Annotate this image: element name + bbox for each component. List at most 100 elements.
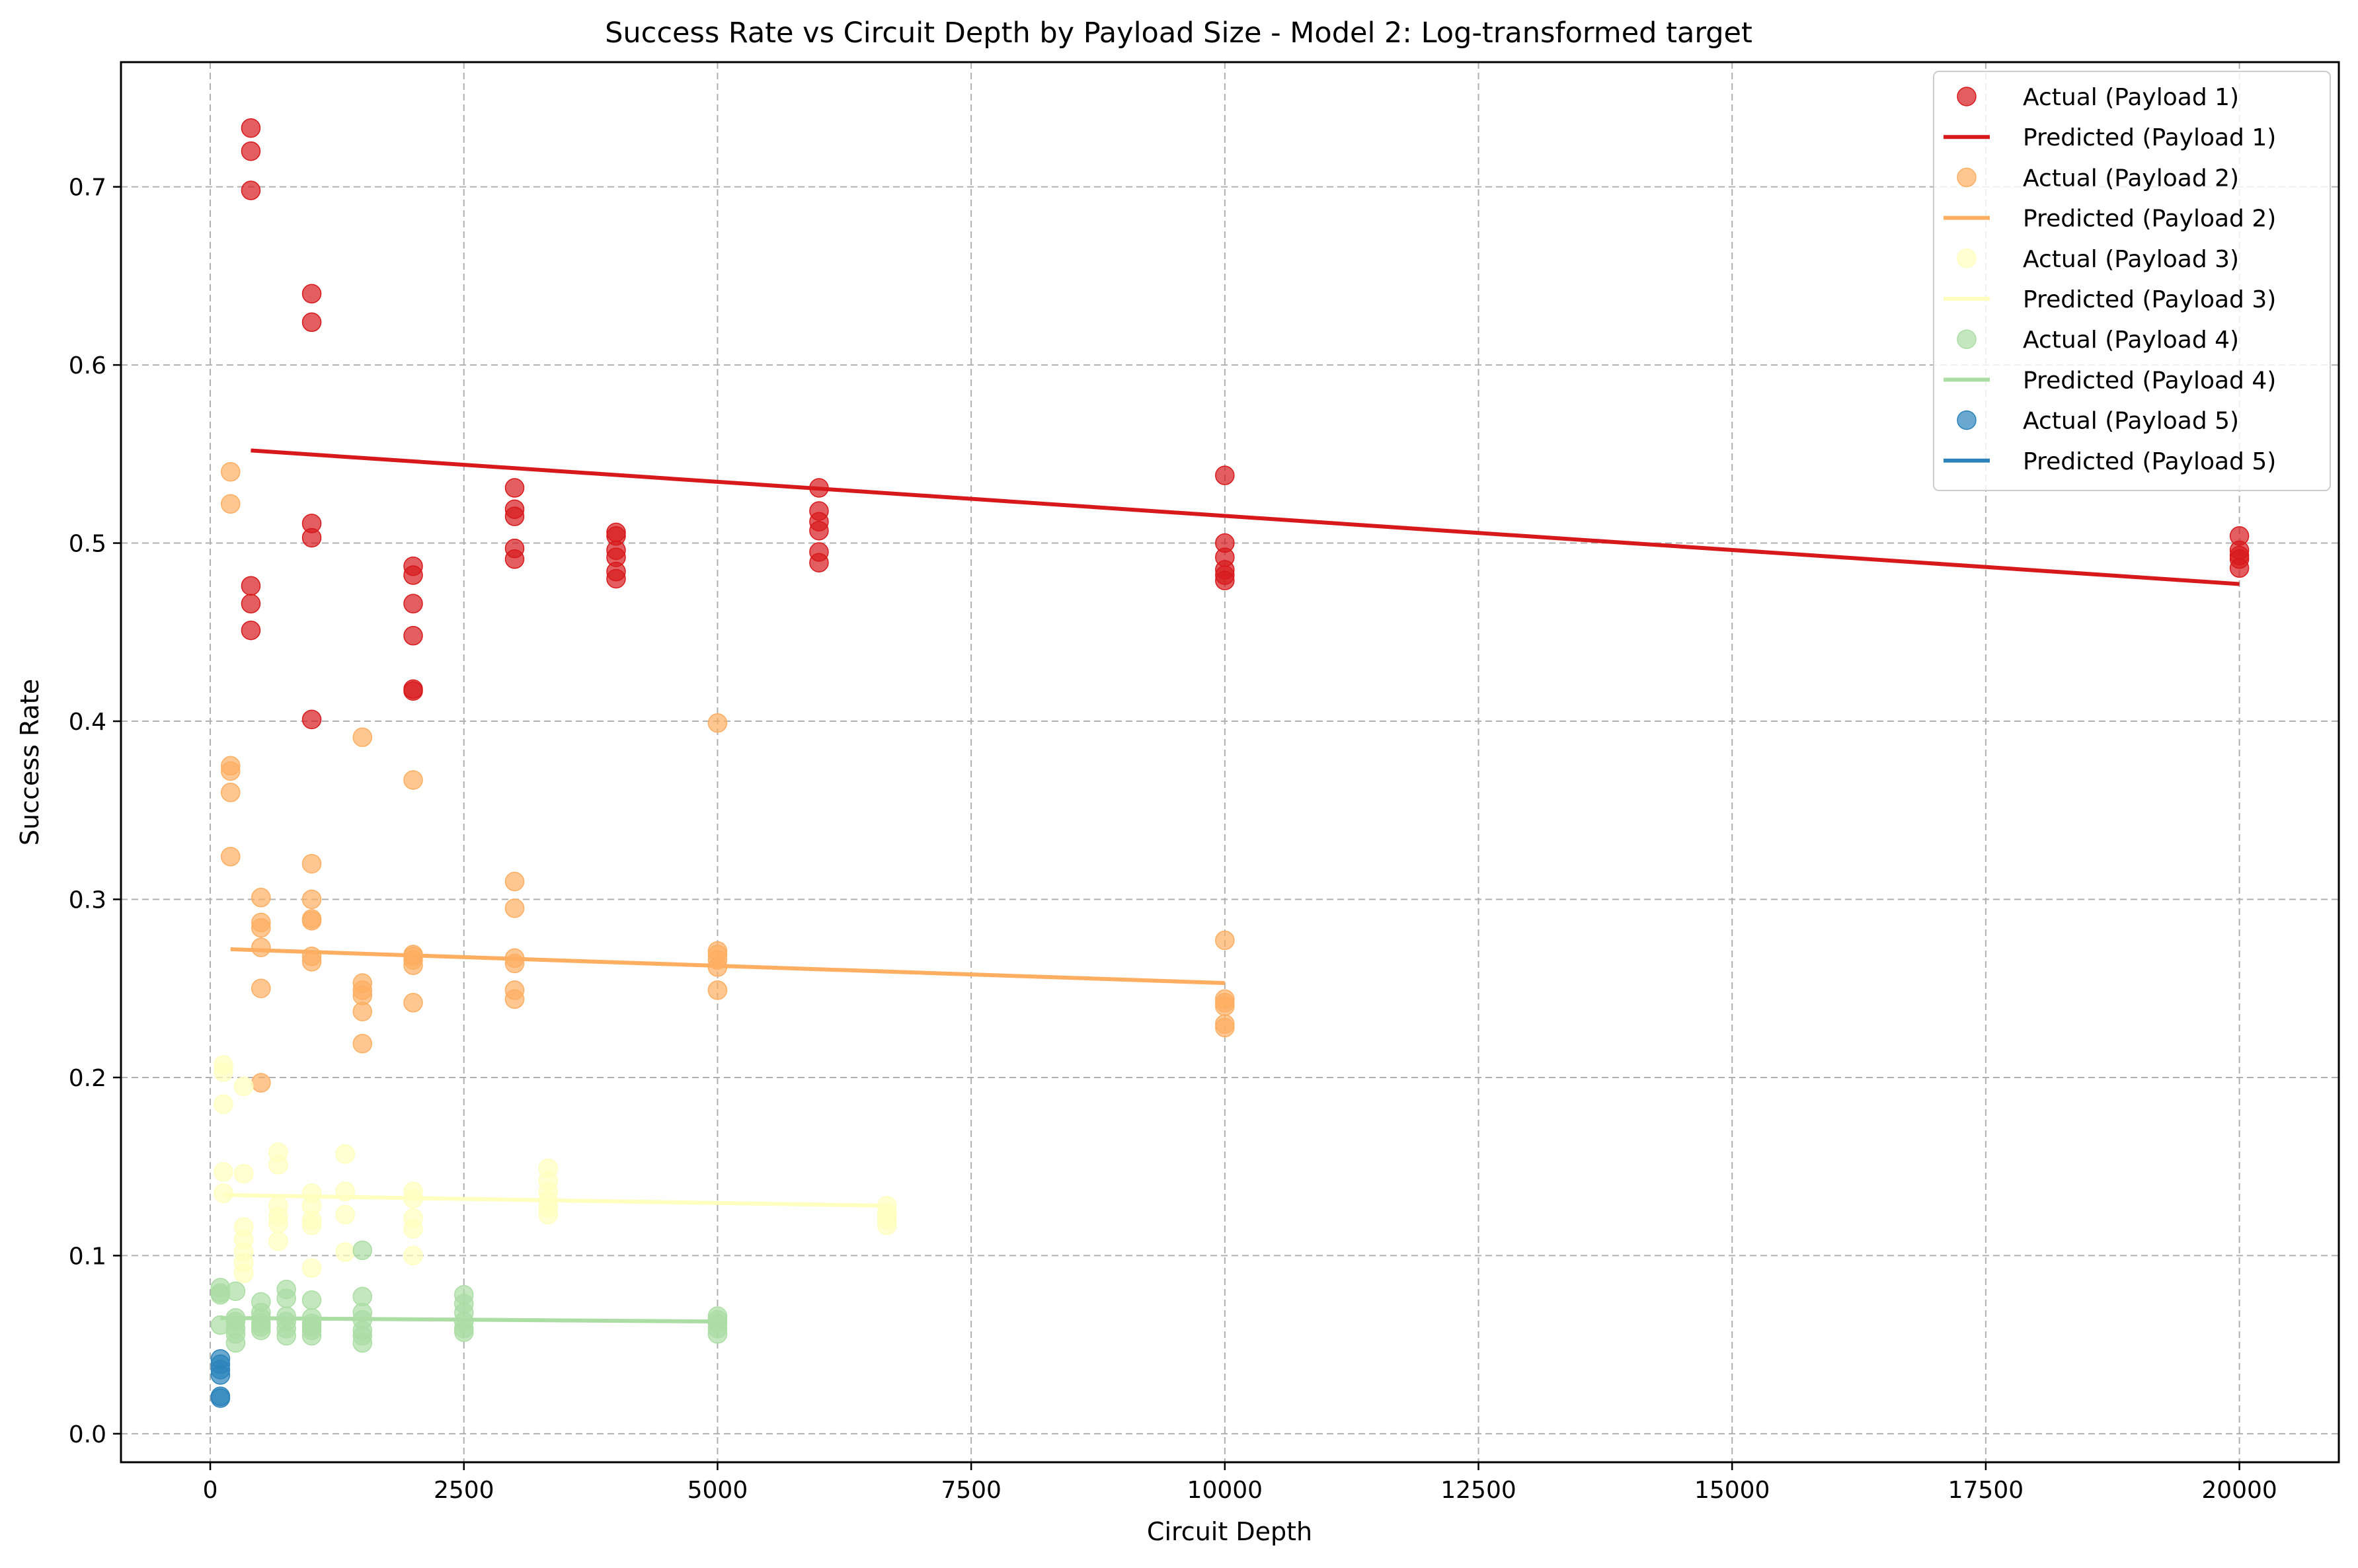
data-point-payload-2 [251, 1073, 271, 1093]
legend-marker [1957, 249, 1977, 268]
data-point-payload-1 [241, 594, 261, 613]
data-point-payload-3 [214, 1162, 233, 1182]
legend: Actual (Payload 1) Predicted (Payload 1) A… [1933, 71, 2331, 491]
legend-label: Actual (Payload 4) [2023, 327, 2239, 354]
y-tick-label: 0.4 [69, 709, 106, 736]
data-point-payload-1 [301, 528, 322, 548]
legend-label: Actual (Payload 1) [2023, 84, 2239, 111]
data-point-payload-3 [301, 1258, 322, 1278]
data-point-payload-2 [221, 761, 241, 781]
data-point-payload-3 [403, 1245, 423, 1266]
data-point-payload-4 [352, 1333, 373, 1353]
data-point-payload-2 [352, 727, 373, 748]
data-point-payload-3 [335, 1144, 355, 1164]
data-point-payload-1 [301, 709, 322, 730]
data-point-payload-3 [268, 1232, 288, 1251]
x-axis-label: Circuit Depth [1147, 1517, 1312, 1546]
data-point-payload-1 [606, 568, 626, 589]
data-point-payload-1 [504, 478, 525, 498]
data-point-payload-1 [241, 620, 261, 641]
data-point-payload-1 [301, 284, 322, 304]
data-point-payload-3 [301, 1215, 322, 1235]
data-point-payload-4 [225, 1281, 246, 1302]
data-point-payload-2 [301, 889, 322, 910]
x-tick-label: 5000 [688, 1477, 748, 1504]
data-point-payload-1 [809, 478, 829, 498]
data-point-payload-3 [403, 1219, 423, 1239]
plot-frame [120, 61, 2340, 1464]
data-point-payload-2 [1215, 996, 1235, 1016]
data-point-payload-4 [225, 1333, 246, 1353]
legend-label: Predicted (Payload 4) [2023, 367, 2276, 394]
data-point-payload-3 [268, 1155, 288, 1175]
legend-label: Predicted (Payload 5) [2023, 448, 2276, 475]
data-point-payload-3 [214, 1094, 233, 1115]
data-point-payload-3 [214, 1183, 233, 1203]
data-point-payload-2 [1215, 930, 1235, 951]
data-point-payload-4 [707, 1324, 728, 1344]
legend-label: Actual (Payload 3) [2023, 246, 2239, 273]
data-point-payload-2 [221, 783, 241, 803]
data-point-payload-3 [335, 1204, 355, 1225]
data-point-payload-2 [504, 989, 525, 1009]
data-point-payload-1 [809, 520, 829, 541]
data-point-payload-4 [301, 1290, 322, 1310]
data-point-payload-2 [1215, 1017, 1235, 1038]
data-point-payload-2 [504, 953, 525, 974]
data-point-payload-3 [538, 1204, 558, 1225]
data-point-payload-1 [1215, 570, 1235, 590]
y-tick-label: 0.0 [69, 1421, 106, 1448]
data-point-payload-1 [241, 118, 261, 138]
legend-label: Actual (Payload 2) [2023, 165, 2239, 192]
data-point-payload-2 [352, 1034, 373, 1054]
chart-title: Success Rate vs Circuit Depth by Payload… [605, 17, 1752, 50]
data-point-payload-4 [251, 1320, 271, 1341]
y-tick-label: 0.7 [69, 175, 106, 202]
data-point-payload-2 [251, 937, 271, 957]
legend-marker [1957, 410, 1977, 430]
y-tick-label: 0.1 [69, 1243, 106, 1270]
data-point-payload-2 [301, 911, 322, 931]
x-tick-label: 12500 [1440, 1477, 1516, 1504]
data-point-payload-1 [403, 565, 423, 585]
legend-marker [1957, 167, 1977, 188]
data-point-payload-2 [707, 980, 728, 1000]
data-point-payload-2 [352, 1001, 373, 1022]
data-point-payload-2 [221, 462, 241, 482]
y-axis-label: Success Rate [15, 679, 44, 845]
data-point-payload-1 [1215, 465, 1235, 485]
y-tick-label: 0.2 [69, 1065, 106, 1092]
data-point-payload-2 [251, 888, 271, 908]
data-point-payload-2 [251, 978, 271, 998]
data-point-payload-3 [233, 1076, 254, 1097]
data-point-payload-1 [403, 594, 423, 613]
legend-label: Predicted (Payload 1) [2023, 124, 2276, 151]
legend-marker [1957, 329, 1977, 349]
x-tick-label: 0 [203, 1477, 218, 1504]
data-point-payload-2 [301, 853, 322, 874]
data-point-payload-3 [233, 1263, 254, 1284]
legend-label: Predicted (Payload 2) [2023, 206, 2276, 233]
data-point-payload-3 [268, 1214, 288, 1234]
data-point-payload-1 [301, 312, 322, 333]
data-point-payload-4 [276, 1288, 296, 1308]
data-point-payload-2 [221, 494, 241, 514]
data-point-payload-1 [504, 549, 525, 569]
predicted-line-payload-2 [230, 947, 1225, 986]
data-point-payload-1 [241, 141, 261, 161]
data-point-payload-1 [241, 576, 261, 596]
data-point-payload-4 [276, 1325, 296, 1346]
data-point-payload-2 [504, 898, 525, 918]
data-point-payload-3 [233, 1163, 254, 1184]
x-tick-label: 20000 [2201, 1477, 2277, 1504]
x-tick-label: 2500 [434, 1477, 494, 1504]
data-point-payload-3 [335, 1242, 355, 1262]
y-tick-label: 0.3 [69, 886, 106, 914]
data-point-payload-5 [210, 1365, 231, 1385]
data-point-payload-2 [301, 952, 322, 972]
data-point-payload-2 [403, 993, 423, 1013]
legend-marker [1957, 87, 1977, 106]
data-point-payload-1 [809, 553, 829, 572]
